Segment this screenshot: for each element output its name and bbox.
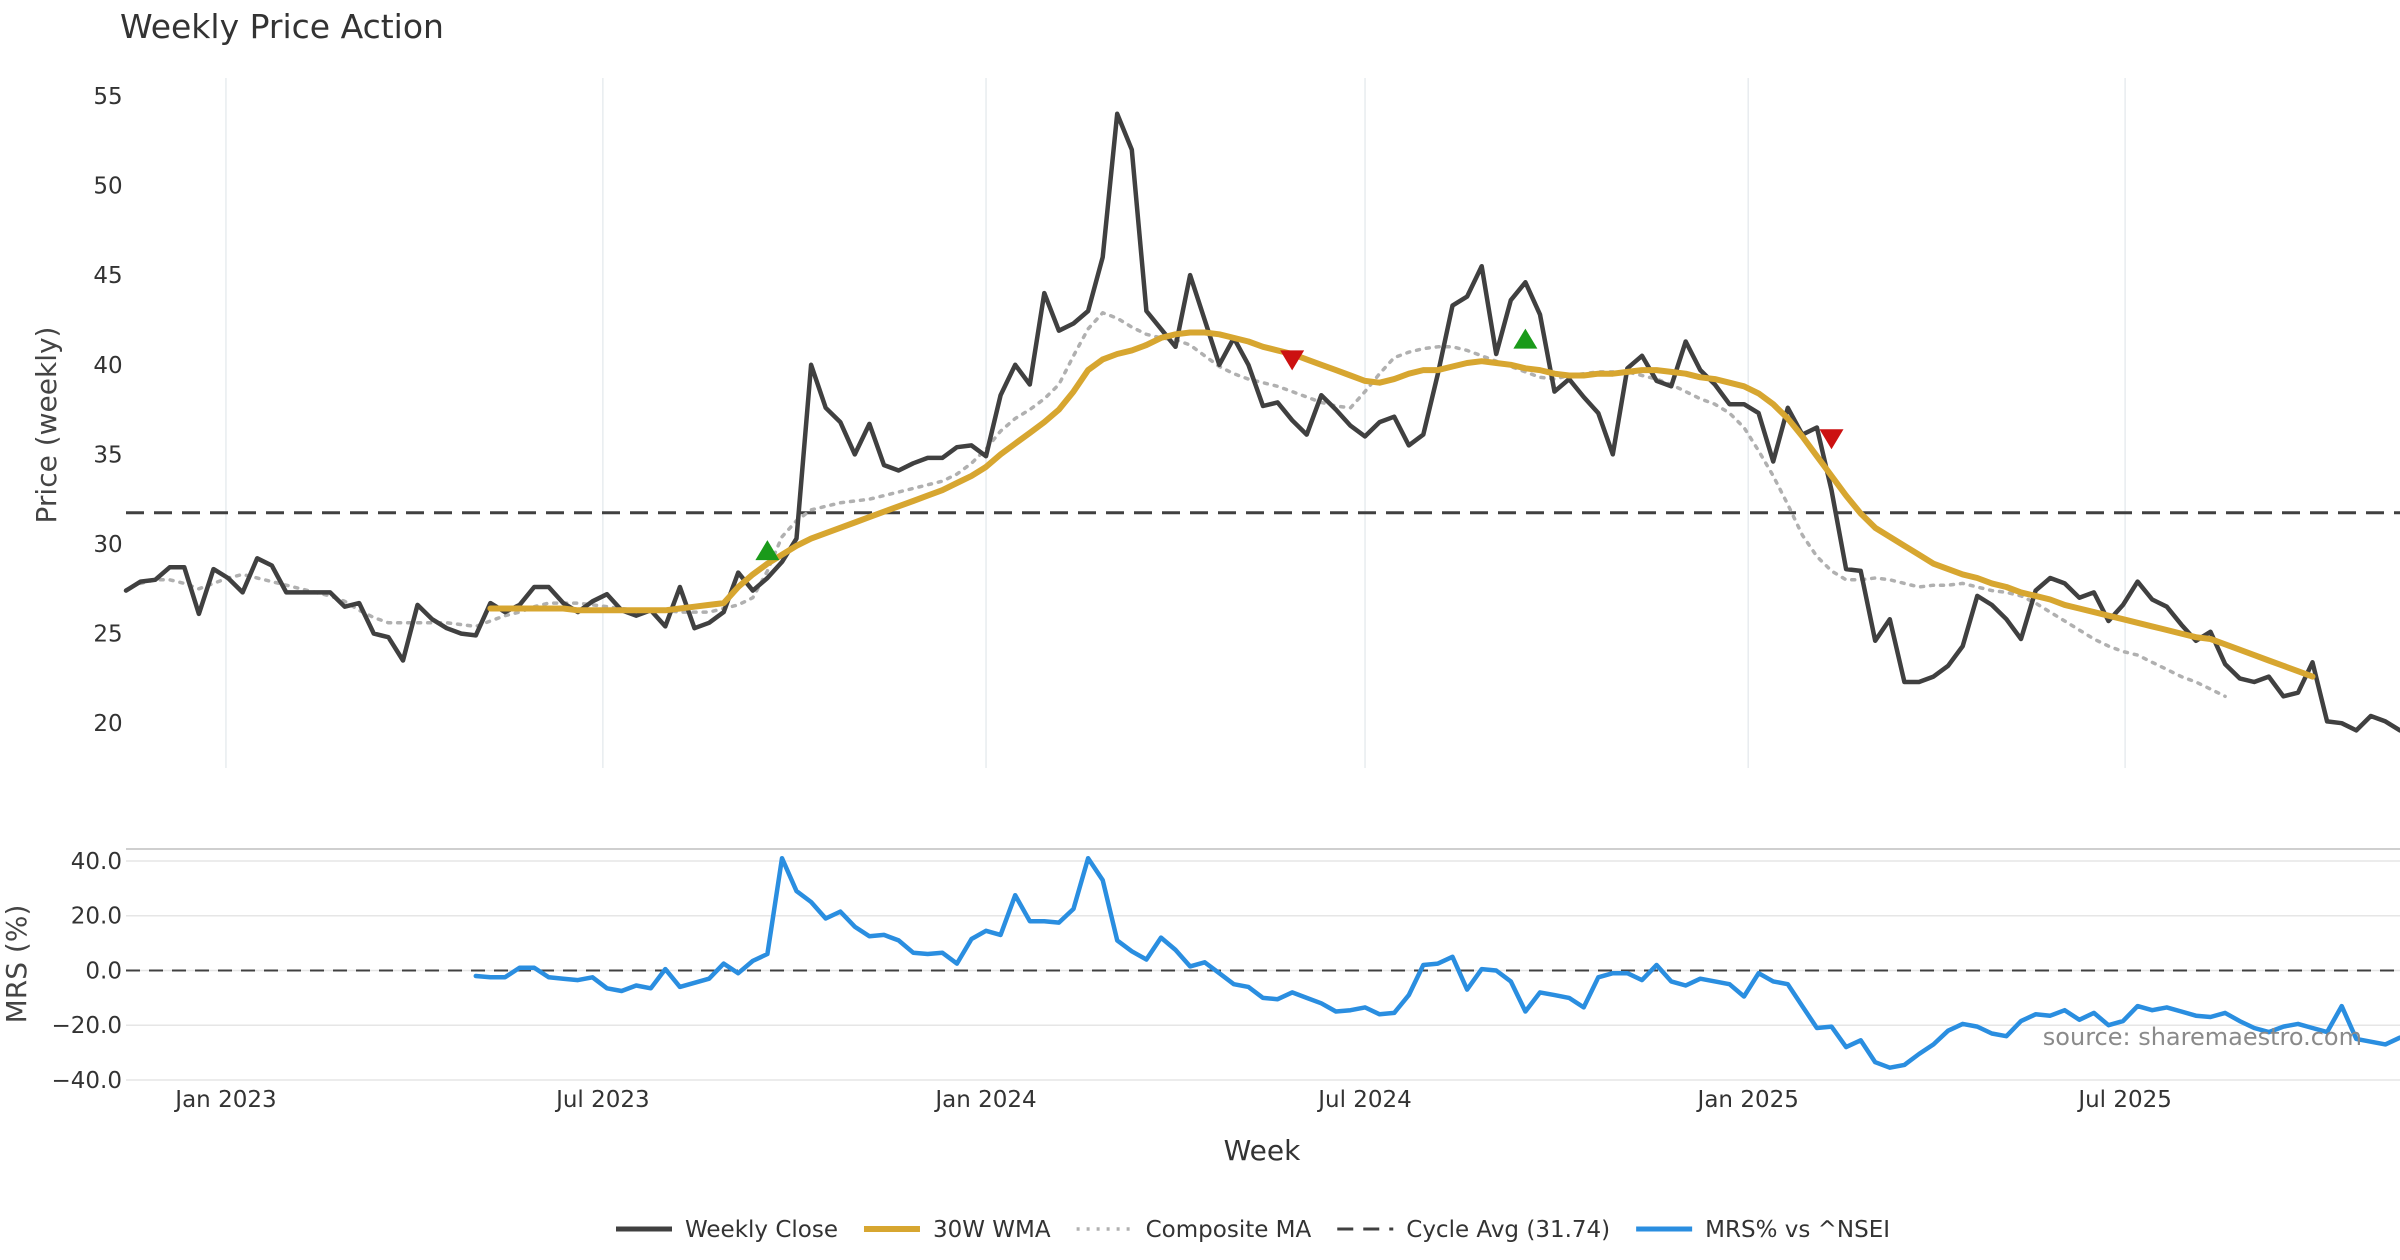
- legend-item: 30W WMA: [863, 1217, 1051, 1243]
- x-tick-label: Jul 2024: [1316, 1087, 1412, 1113]
- wma-30w-line: [487, 329, 2316, 680]
- x-ticks: Jan 2023 Jul 2023 Jan 2024 Jul 2024 Jan 2025…: [173, 1087, 2172, 1113]
- signals: [755, 328, 1844, 561]
- legend-label: MRS% vs ^NSEI: [1705, 1217, 1890, 1243]
- x-tick-label: Jan 2024: [933, 1087, 1036, 1113]
- x-tick-label: Jul 2023: [554, 1087, 650, 1113]
- legend-item: MRS% vs ^NSEI: [1636, 1217, 1890, 1243]
- sell-signal-marker: [1280, 350, 1305, 371]
- price-y-tick-label: 55: [93, 84, 122, 110]
- price-y-tick-label: 45: [93, 263, 122, 289]
- price-y-tick-label: 25: [93, 622, 122, 648]
- legend-item: Weekly Close: [616, 1217, 838, 1243]
- legend-label: Cycle Avg (31.74): [1406, 1217, 1610, 1243]
- buy-signal-marker: [1513, 328, 1538, 349]
- composite-ma-line: [138, 311, 2227, 699]
- legend-label: Composite MA: [1146, 1217, 1312, 1243]
- legend-item: Composite MA: [1076, 1217, 1312, 1243]
- price-y-tick-label: 50: [93, 174, 122, 200]
- x-tick-label: Jan 2025: [1696, 1087, 1799, 1113]
- mrs-y-tick-label: 20.0: [71, 904, 122, 930]
- mrs-line: [473, 855, 2400, 1070]
- legend-item: Cycle Avg (31.74): [1337, 1217, 1610, 1243]
- legend: Weekly Close 30W WMA Composite MA Cycle Avg…: [616, 1217, 1890, 1243]
- x-axis-label: Week: [1224, 1134, 1301, 1167]
- mrs-y-ticks: 40.0 20.0 0.0 −20.0 −40.0: [52, 849, 122, 1094]
- mrs-y-tick-label: −40.0: [52, 1068, 122, 1094]
- weekly-close-line: [123, 111, 2400, 733]
- source-note: source: sharemaestro.com: [2043, 1023, 2362, 1051]
- legend-label: Weekly Close: [685, 1217, 838, 1243]
- mrs-y-tick-label: 0.0: [85, 958, 122, 984]
- mrs-y-axis-label: MRS (%): [0, 905, 33, 1024]
- buy-signal-marker: [755, 540, 780, 561]
- price-y-tick-label: 35: [93, 442, 122, 468]
- price-y-tick-label: 30: [93, 532, 122, 558]
- chart-title: Weekly Price Action: [120, 7, 444, 46]
- price-y-tick-label: 40: [93, 353, 122, 379]
- price-y-ticks: 20 25 30 35 40 45 50 55: [93, 84, 122, 737]
- x-tick-label: Jul 2025: [2076, 1087, 2172, 1113]
- mrs-y-tick-label: 40.0: [71, 849, 122, 875]
- price-y-tick-label: 20: [93, 711, 122, 737]
- sell-signal-marker: [1819, 429, 1844, 450]
- mrs-y-tick-label: −20.0: [52, 1013, 122, 1039]
- x-tick-label: Jan 2023: [173, 1087, 276, 1113]
- price-y-axis-label: Price (weekly): [30, 327, 63, 524]
- legend-label: 30W WMA: [933, 1217, 1051, 1243]
- series: [123, 111, 2400, 1070]
